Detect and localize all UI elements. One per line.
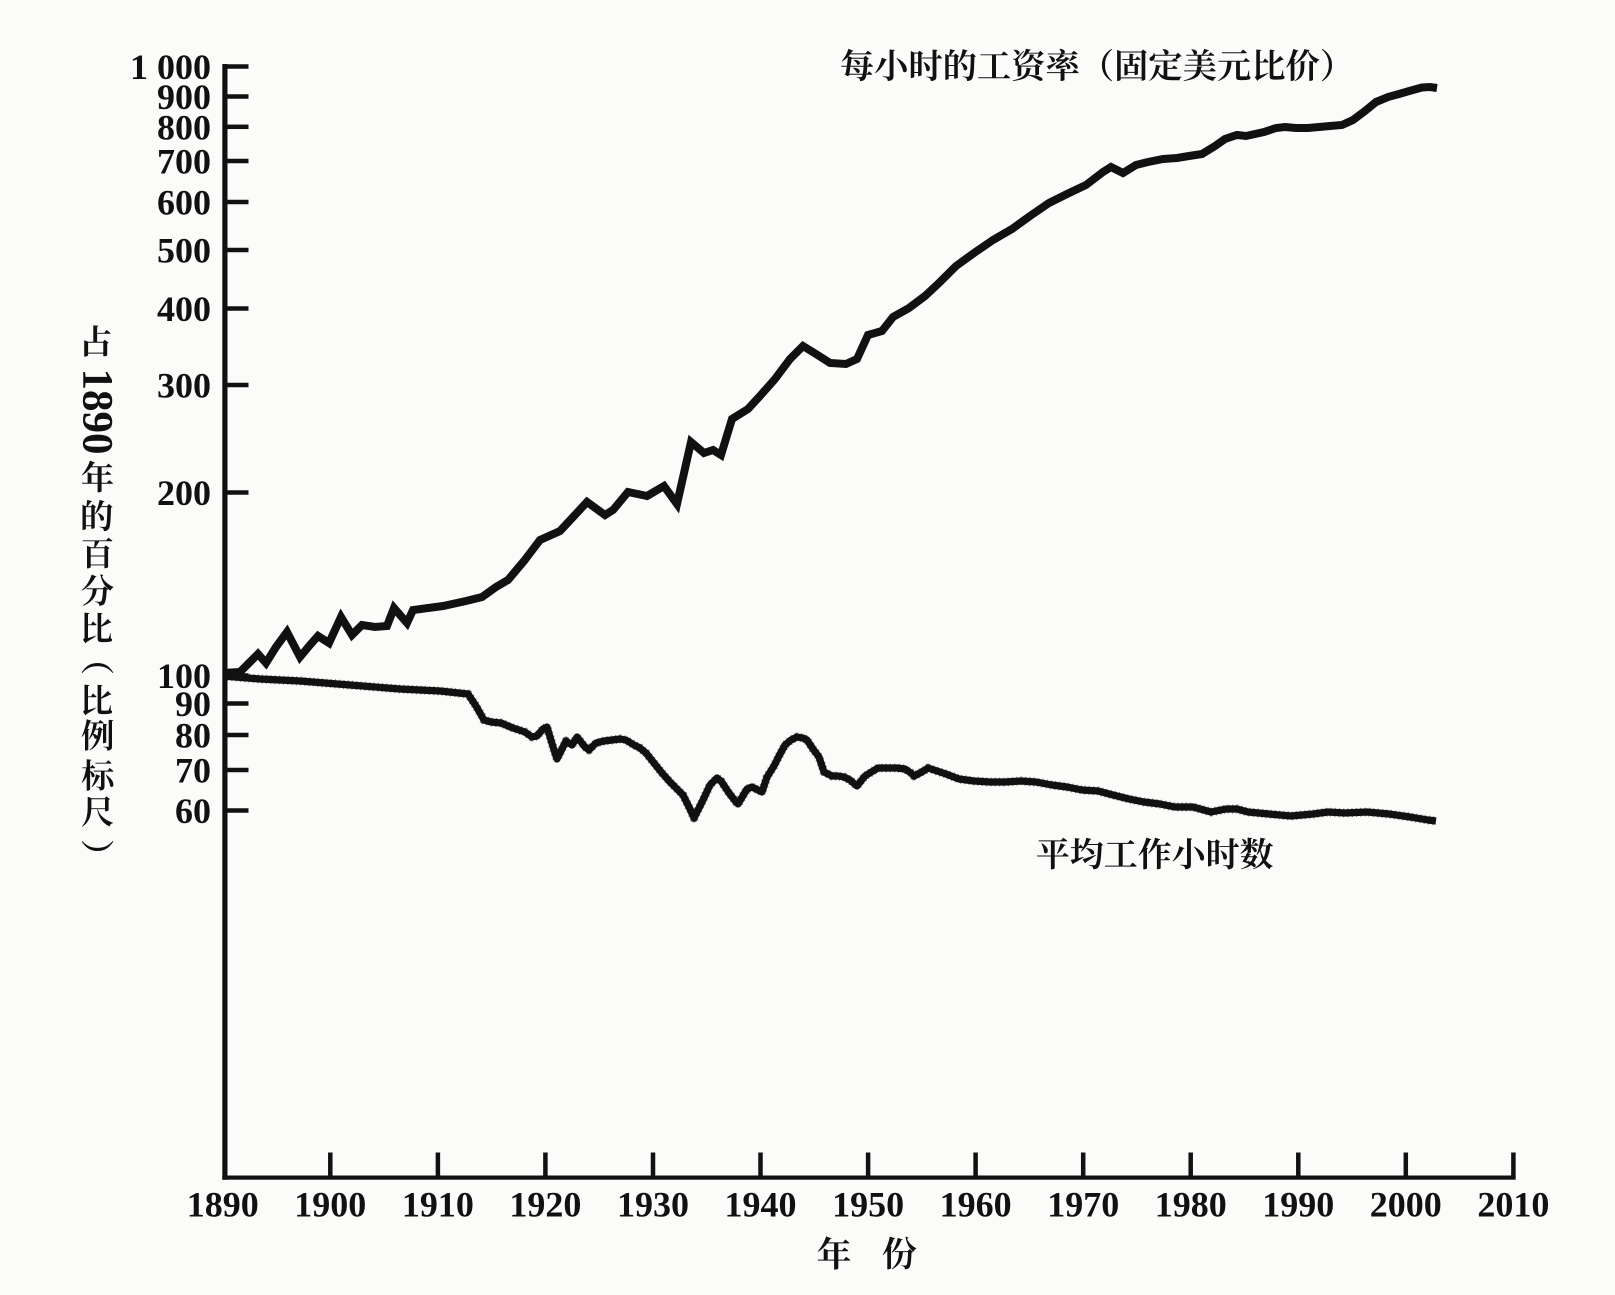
svg-text:1890: 1890 (74, 369, 121, 455)
svg-text:600: 600 (157, 183, 211, 223)
svg-text:1960: 1960 (940, 1185, 1012, 1225)
svg-text:400: 400 (157, 289, 211, 329)
svg-text:1990: 1990 (1262, 1185, 1334, 1225)
svg-text:70: 70 (175, 751, 211, 791)
svg-text:300: 300 (157, 366, 211, 406)
svg-text:90: 90 (175, 684, 211, 724)
svg-text:900: 900 (157, 77, 211, 117)
svg-text:1 000: 1 000 (130, 47, 211, 87)
svg-text:1980: 1980 (1155, 1185, 1227, 1225)
svg-text:1950: 1950 (832, 1185, 904, 1225)
svg-text:2010: 2010 (1477, 1185, 1549, 1225)
svg-text:1970: 1970 (1047, 1185, 1119, 1225)
svg-text:80: 80 (175, 716, 211, 756)
svg-text:1890: 1890 (187, 1185, 259, 1225)
svg-text:800: 800 (157, 107, 211, 147)
svg-text:1910: 1910 (402, 1185, 474, 1225)
svg-text:60: 60 (175, 791, 211, 831)
svg-text:1920: 1920 (509, 1185, 581, 1225)
svg-text:1940: 1940 (725, 1185, 797, 1225)
svg-text:1900: 1900 (294, 1185, 366, 1225)
svg-text:700: 700 (157, 142, 211, 182)
svg-text:100: 100 (157, 656, 211, 696)
svg-text:200: 200 (157, 473, 211, 513)
svg-text:2000: 2000 (1370, 1185, 1442, 1225)
svg-text:500: 500 (157, 231, 211, 271)
svg-text:1930: 1930 (617, 1185, 689, 1225)
